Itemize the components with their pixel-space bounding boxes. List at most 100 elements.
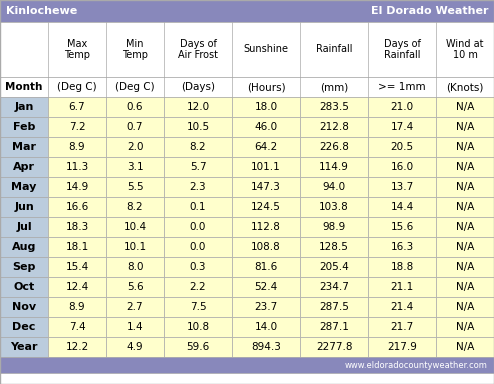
Bar	[300, 237, 368, 257]
Text: N/A: N/A	[456, 142, 474, 152]
Bar	[232, 317, 300, 337]
Bar	[368, 317, 436, 337]
Text: Year: Year	[10, 342, 38, 352]
Text: 0.0: 0.0	[190, 242, 206, 252]
Text: 5.5: 5.5	[126, 182, 143, 192]
Text: 10.5: 10.5	[186, 122, 209, 132]
Bar	[436, 97, 494, 117]
Text: 8.9: 8.9	[69, 142, 85, 152]
Bar	[0, 197, 48, 217]
Text: 124.5: 124.5	[251, 202, 281, 212]
Bar	[0, 137, 48, 157]
Bar	[300, 317, 368, 337]
Bar	[106, 257, 164, 277]
Text: 64.2: 64.2	[254, 142, 278, 152]
Bar	[48, 337, 106, 357]
Text: 6.7: 6.7	[69, 102, 85, 112]
Bar	[48, 237, 106, 257]
Text: 217.9: 217.9	[387, 342, 417, 352]
Text: 2.3: 2.3	[190, 182, 206, 192]
Text: Jun: Jun	[14, 202, 34, 212]
Text: 283.5: 283.5	[319, 102, 349, 112]
Text: 0.7: 0.7	[127, 122, 143, 132]
Text: 12.4: 12.4	[65, 282, 88, 292]
Bar	[436, 237, 494, 257]
Text: (Deg C): (Deg C)	[115, 82, 155, 92]
Text: 2277.8: 2277.8	[316, 342, 352, 352]
Bar	[232, 137, 300, 157]
Bar	[368, 97, 436, 117]
Text: 23.7: 23.7	[254, 302, 278, 312]
Bar	[48, 297, 106, 317]
Text: N/A: N/A	[456, 222, 474, 232]
Text: 21.1: 21.1	[390, 282, 413, 292]
Bar	[48, 217, 106, 237]
Bar	[232, 297, 300, 317]
Text: (Days): (Days)	[181, 82, 215, 92]
Bar	[368, 277, 436, 297]
Bar	[436, 337, 494, 357]
Bar	[436, 177, 494, 197]
Bar	[0, 237, 48, 257]
Bar	[48, 117, 106, 137]
Bar	[0, 217, 48, 237]
Text: 21.7: 21.7	[390, 322, 413, 332]
Bar	[0, 157, 48, 177]
Text: 0.6: 0.6	[127, 102, 143, 112]
Bar	[0, 337, 48, 357]
Text: 17.4: 17.4	[390, 122, 413, 132]
Bar	[232, 337, 300, 357]
Text: Days of
Air Frost: Days of Air Frost	[178, 39, 218, 60]
Text: 12.0: 12.0	[186, 102, 209, 112]
Bar	[0, 77, 494, 97]
Text: (Knots): (Knots)	[446, 82, 484, 92]
Text: 52.4: 52.4	[254, 282, 278, 292]
Text: Jul: Jul	[16, 222, 32, 232]
Text: 114.9: 114.9	[319, 162, 349, 172]
Text: 0.1: 0.1	[190, 202, 206, 212]
Bar	[106, 157, 164, 177]
Bar	[106, 217, 164, 237]
Text: 16.0: 16.0	[390, 162, 413, 172]
Text: 11.3: 11.3	[65, 162, 88, 172]
Text: 13.7: 13.7	[390, 182, 413, 192]
Bar	[300, 177, 368, 197]
Bar	[106, 197, 164, 217]
Bar	[0, 97, 48, 117]
Text: 112.8: 112.8	[251, 222, 281, 232]
Text: Sep: Sep	[12, 262, 36, 272]
Text: 59.6: 59.6	[186, 342, 209, 352]
Bar	[106, 177, 164, 197]
Bar	[0, 117, 48, 137]
Bar	[0, 22, 494, 77]
Bar	[164, 317, 232, 337]
Text: N/A: N/A	[456, 122, 474, 132]
Bar	[436, 317, 494, 337]
Bar	[106, 137, 164, 157]
Text: Feb: Feb	[13, 122, 35, 132]
Text: 14.9: 14.9	[65, 182, 88, 192]
Text: May: May	[11, 182, 37, 192]
Bar	[368, 137, 436, 157]
Text: 2.7: 2.7	[126, 302, 143, 312]
Bar	[0, 317, 48, 337]
Bar	[164, 117, 232, 137]
Text: N/A: N/A	[456, 262, 474, 272]
Bar	[368, 217, 436, 237]
Bar	[436, 117, 494, 137]
Bar	[164, 277, 232, 297]
Bar	[368, 177, 436, 197]
Text: 2.0: 2.0	[127, 142, 143, 152]
Text: Max
Temp: Max Temp	[64, 39, 90, 60]
Bar	[232, 157, 300, 177]
Bar	[48, 97, 106, 117]
Text: Kinlochewe: Kinlochewe	[6, 6, 77, 16]
Text: 8.0: 8.0	[127, 262, 143, 272]
Text: 15.6: 15.6	[390, 222, 413, 232]
Text: 4.9: 4.9	[126, 342, 143, 352]
Bar	[232, 117, 300, 137]
Bar	[368, 197, 436, 217]
Text: Mar: Mar	[12, 142, 36, 152]
Bar	[106, 317, 164, 337]
Text: Month: Month	[5, 82, 42, 92]
